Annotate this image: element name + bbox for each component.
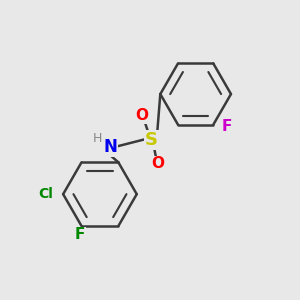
Text: F: F — [75, 227, 85, 242]
Text: O: O — [152, 156, 164, 171]
Text: F: F — [222, 118, 232, 134]
Text: Cl: Cl — [38, 187, 53, 201]
Text: H: H — [93, 132, 103, 145]
Text: O: O — [136, 108, 148, 123]
Text: S: S — [145, 131, 158, 149]
Text: N: N — [103, 138, 117, 156]
